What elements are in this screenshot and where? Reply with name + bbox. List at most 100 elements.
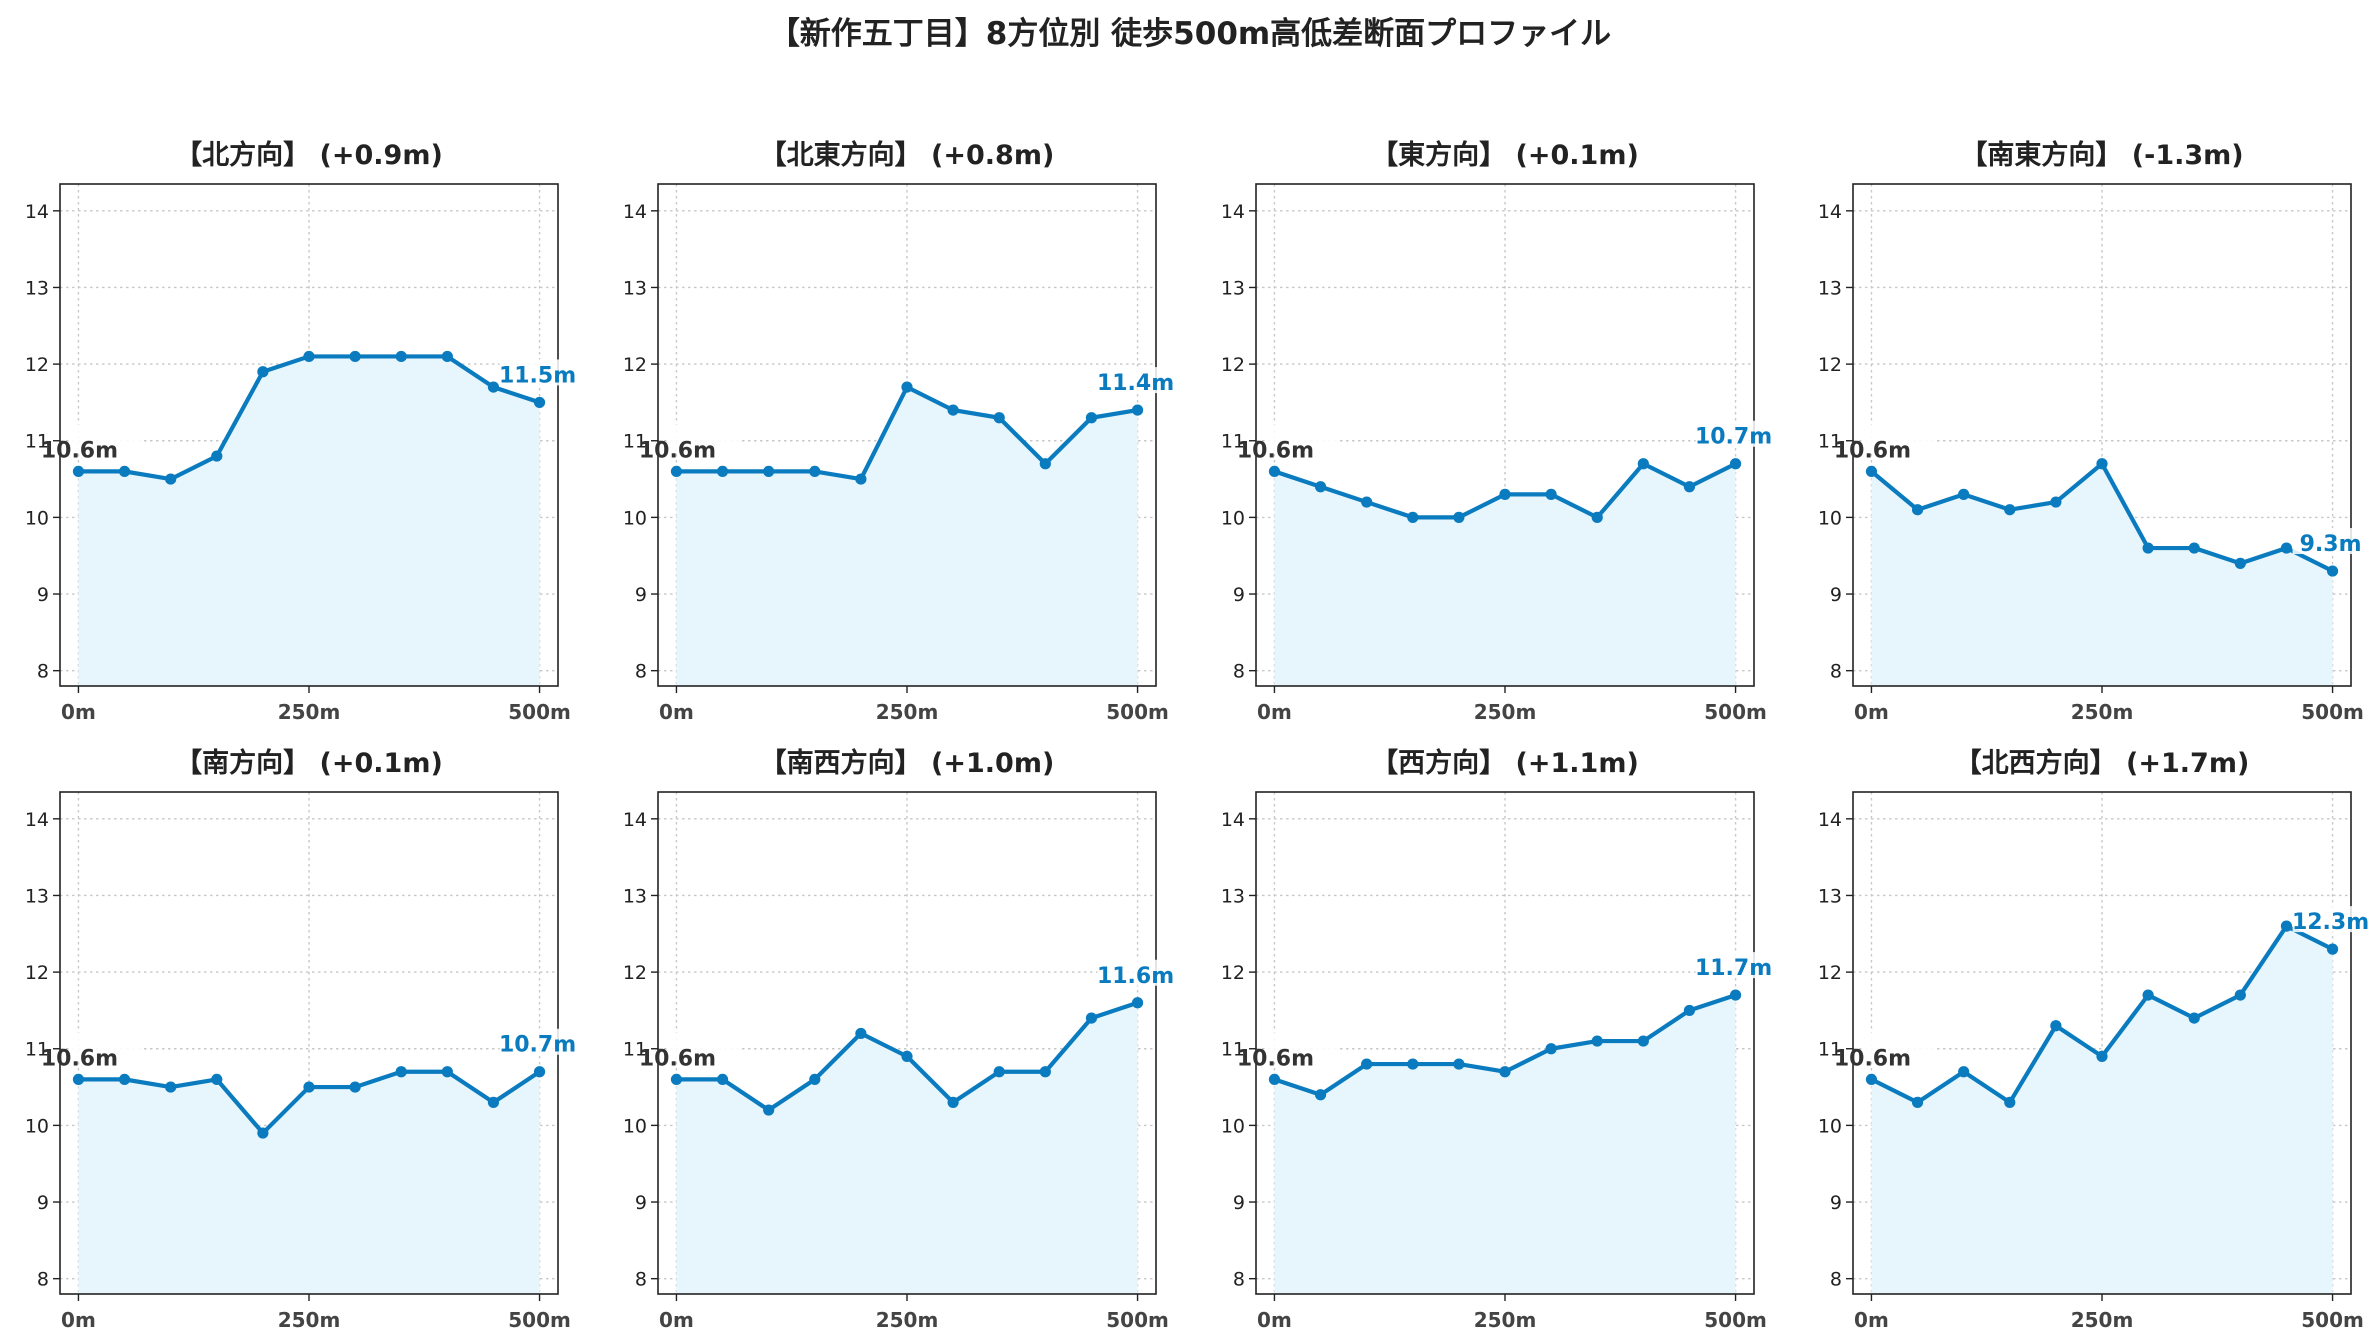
y-tick-label: 12 (1818, 962, 1842, 984)
panel-title: 【東方向】 (+0.1m) (1371, 139, 1639, 171)
profile-point (1085, 412, 1098, 424)
end-label-background (2292, 528, 2369, 555)
y-tick-label: 11 (623, 431, 647, 453)
y-tick-label: 11 (25, 431, 49, 453)
start-label-background (1264, 1032, 1337, 1059)
end-label-background (1097, 959, 1174, 986)
profile-point (2280, 920, 2293, 932)
profile-point (1361, 496, 1373, 508)
profile-point (2050, 1020, 2062, 1032)
y-tick-label: 9 (1233, 1192, 1245, 1214)
profile-point (165, 473, 177, 485)
start-label-background (666, 424, 739, 451)
y-tick-label: 10 (623, 507, 647, 529)
x-tick-label: 500m (508, 700, 571, 724)
profile-point (2096, 1050, 2108, 1063)
start-label-background (68, 1032, 141, 1059)
y-tick-label: 12 (25, 962, 49, 984)
profile-point (118, 465, 131, 478)
start-label: 10.6m (639, 438, 716, 463)
profile-point (763, 1104, 775, 1116)
profile-point (2142, 542, 2154, 554)
profile-point (993, 1066, 1005, 1078)
profile-point (1499, 488, 1511, 500)
x-tick-label: 0m (1257, 700, 1292, 724)
y-tick-label: 11 (25, 1039, 49, 1061)
profile-point (303, 1081, 315, 1093)
x-tick-label: 250m (278, 1308, 341, 1332)
profile-panel-6: 【西方向】 (+1.1m) 8 9 10 11 12 13 14 0m 250m 500m 10.6m… (1221, 747, 1772, 1332)
y-tick-label: 13 (623, 885, 647, 907)
profile-point (1039, 458, 1051, 470)
x-tick-label: 250m (278, 700, 341, 724)
y-tick-label: 10 (1818, 507, 1842, 529)
y-tick-label: 14 (1221, 809, 1245, 831)
profile-area (78, 356, 540, 686)
profile-panels: 【北方向】 (+0.9m) 8 9 10 11 12 13 14 0m 250m 500m 10.6m… (25, 139, 2369, 1332)
y-tick-label: 13 (1221, 277, 1245, 299)
profile-point (1314, 1089, 1327, 1101)
profile-point (670, 465, 683, 478)
y-tick-label: 11 (623, 1039, 647, 1061)
profile-point (441, 350, 453, 363)
profile-area (1871, 463, 2333, 686)
start-label: 10.6m (1237, 438, 1314, 463)
x-tick-label: 500m (1106, 700, 1169, 724)
profile-point (947, 1096, 959, 1108)
y-tick-label: 9 (37, 1192, 49, 1214)
start-label-background (1264, 424, 1337, 451)
profile-point (211, 1073, 223, 1086)
y-tick-label: 12 (1221, 354, 1245, 376)
y-tick-label: 8 (1830, 661, 1842, 683)
profile-point (1453, 511, 1465, 523)
profile-point (1911, 504, 1924, 516)
profile-point (257, 366, 269, 378)
y-tick-label: 14 (623, 809, 647, 831)
y-tick-label: 9 (635, 1192, 647, 1214)
profile-point (2050, 496, 2062, 508)
start-label: 10.6m (41, 1046, 118, 1071)
x-tick-label: 250m (1474, 1308, 1537, 1332)
profile-point (2096, 458, 2108, 470)
end-label-background (499, 1028, 576, 1055)
profile-point (1268, 1073, 1281, 1086)
start-label: 10.6m (41, 438, 118, 463)
x-tick-label: 500m (1704, 1308, 1767, 1332)
profile-point (716, 465, 729, 478)
y-tick-label: 8 (37, 661, 49, 683)
axes-frame (657, 791, 1157, 1295)
profile-area (676, 387, 1138, 686)
profile-point (2234, 989, 2246, 1001)
end-label-background (1097, 367, 1174, 394)
end-label: 10.7m (499, 1033, 576, 1058)
y-tick-label: 10 (1221, 507, 1245, 529)
profile-point (1637, 458, 1649, 470)
x-tick-label: 250m (2071, 700, 2134, 724)
y-tick-label: 14 (1818, 809, 1842, 831)
profile-panel-5: 【南西方向】 (+1.0m) 8 9 10 11 12 13 14 0m 250m 500m 10.6… (623, 747, 1174, 1332)
profile-point (1637, 1035, 1649, 1047)
y-tick-label: 10 (623, 1115, 647, 1137)
y-tick-label: 10 (1221, 1115, 1245, 1137)
end-label-background (2292, 906, 2369, 933)
profile-point (1545, 488, 1557, 500)
x-tick-label: 500m (2301, 1308, 2364, 1332)
axes-frame (1852, 791, 2352, 1295)
profile-panel-0: 【北方向】 (+0.9m) 8 9 10 11 12 13 14 0m 250m 500m 10.6m… (25, 139, 576, 724)
axes-frame (1852, 183, 2352, 687)
y-tick-label: 12 (25, 354, 49, 376)
start-label: 10.6m (1834, 1046, 1911, 1071)
end-label: 11.6m (1097, 964, 1174, 989)
profile-point (809, 465, 821, 478)
profile-point (533, 1066, 546, 1078)
panel-title: 【南西方向】 (+1.0m) (760, 747, 1055, 779)
axes-frame (657, 183, 1157, 687)
profile-point (257, 1127, 269, 1139)
start-label-background (1861, 1032, 1934, 1059)
profile-point (1545, 1043, 1557, 1055)
profile-point (2280, 542, 2293, 554)
profile-point (1729, 458, 1742, 470)
y-tick-label: 11 (1221, 1039, 1245, 1061)
profile-area (1274, 463, 1736, 686)
y-tick-label: 10 (25, 507, 49, 529)
